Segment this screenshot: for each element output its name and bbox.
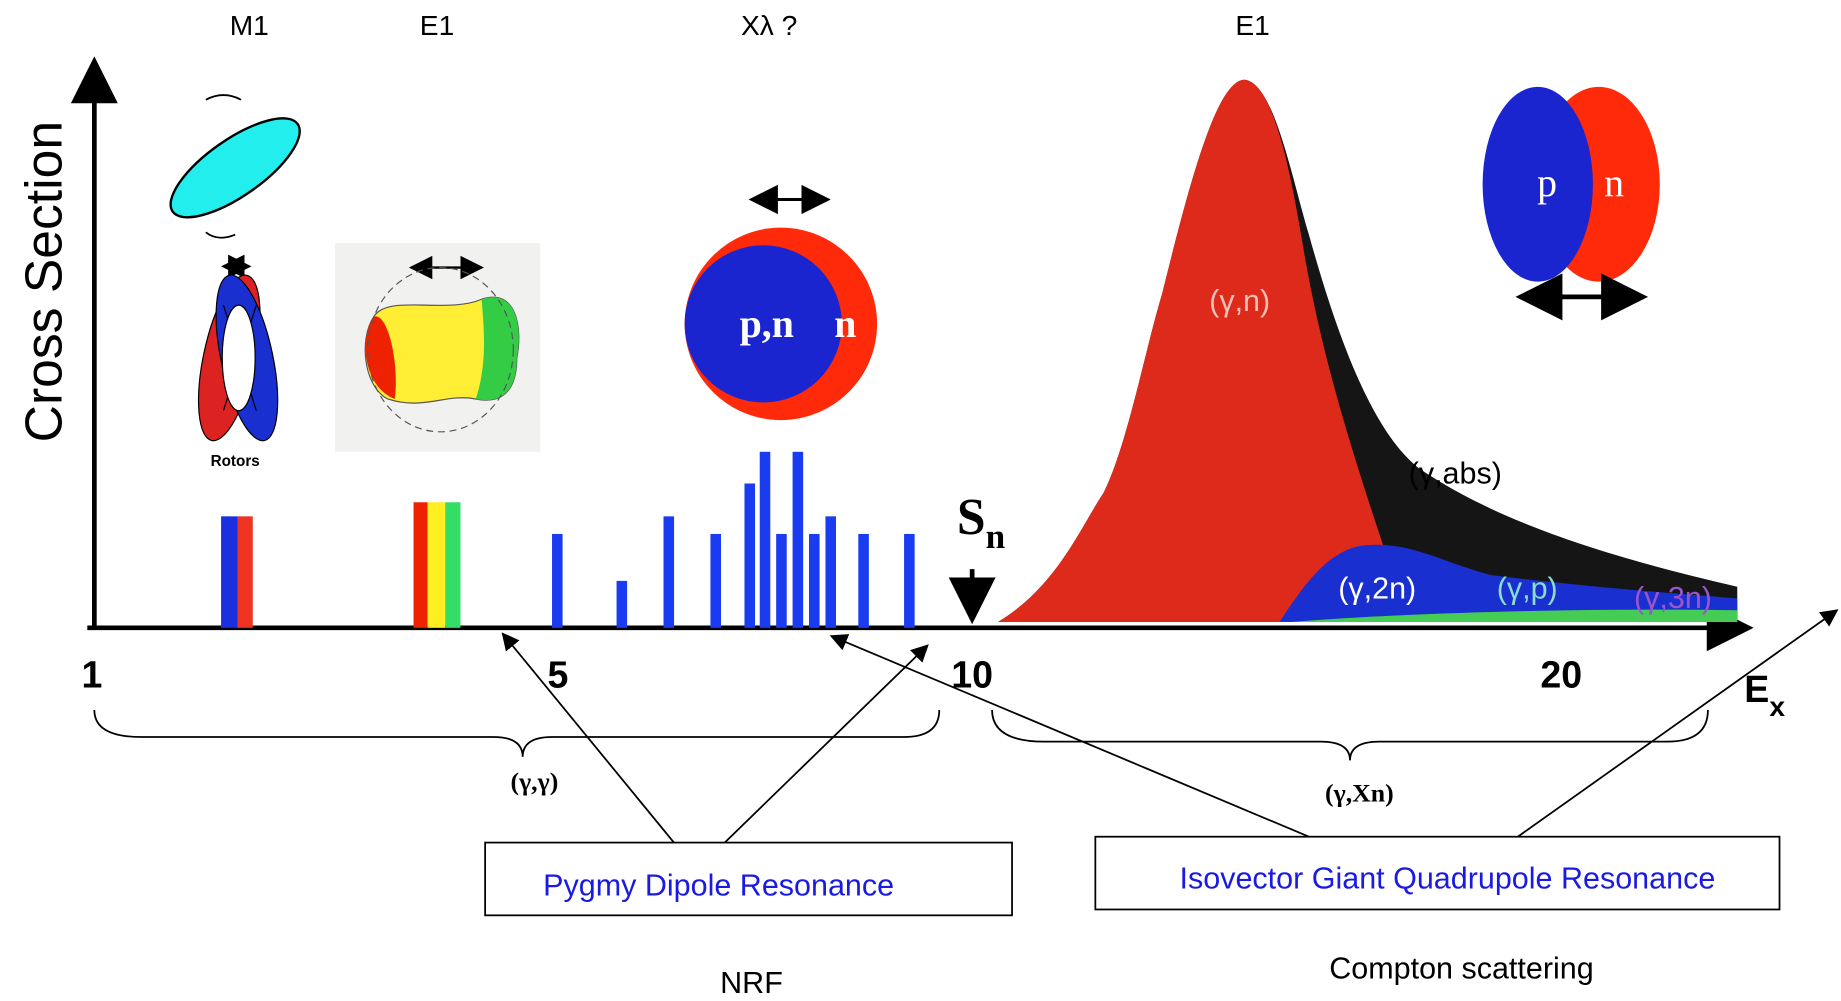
label: (γ,n) (1209, 284, 1270, 318)
gdr-labels: (γ,n) (γ,abs) (γ,2n) (γ,p) (γ,3n) (1209, 284, 1712, 615)
brace (991, 709, 1709, 761)
bar (792, 451, 804, 628)
method-label: NRF (720, 966, 783, 1000)
pn-label: p,n (740, 301, 794, 346)
threshold-main: S (957, 489, 986, 546)
gdr-shape: p n (1482, 86, 1660, 321)
label: (γ,2n) (1338, 571, 1416, 605)
label: (γ,3n) (1634, 581, 1712, 615)
bar (858, 533, 869, 628)
bar (237, 516, 253, 628)
x-axis-label: Ex (1744, 668, 1785, 722)
method-label: Compton scattering (1329, 952, 1593, 986)
rotors-label: Rotors (211, 453, 260, 470)
x-label-main: E (1744, 668, 1769, 710)
rotation-arrows (205, 94, 242, 239)
range-label: (γ,Xn) (1325, 779, 1394, 808)
bar (552, 533, 563, 628)
bar (759, 451, 771, 628)
bar (413, 502, 428, 628)
bar (221, 516, 238, 628)
brace (93, 709, 941, 757)
label: (γ,abs) (1409, 456, 1502, 490)
2n-region (1279, 544, 1738, 622)
threshold: Sn (957, 489, 1006, 556)
rotors-figure: Rotors (197, 254, 279, 470)
box-label: Isovector Giant Quadrupole Resonance (1180, 861, 1716, 895)
n-region (997, 79, 1397, 622)
bar (744, 483, 756, 628)
n-label: n (834, 301, 856, 346)
label: Xλ ? (741, 10, 797, 41)
tick: 1 (82, 654, 103, 696)
p-region (1291, 609, 1738, 622)
tick: 20 (1540, 654, 1582, 696)
m1-ellipse (169, 117, 301, 219)
bar (710, 533, 722, 628)
bar (663, 516, 675, 628)
gdr-peak: (γ,n) (γ,abs) (γ,2n) (γ,p) (γ,3n) (997, 79, 1738, 622)
bar (809, 533, 820, 628)
e1-shape (334, 242, 541, 452)
bar (445, 502, 461, 628)
p-label: p (1537, 160, 1557, 205)
bar (427, 502, 446, 628)
bar (825, 516, 837, 628)
range-label: (γ,γ) (511, 767, 559, 796)
y-axis-label: Cross Section (14, 121, 72, 442)
x-label-sub: x (1769, 691, 1785, 722)
pygmy-shape: p,n n (684, 184, 878, 421)
bar (616, 580, 628, 628)
multipolarity-labels: M1 E1 Xλ ? E1 (230, 10, 1270, 41)
box-label: Pygmy Dipole Resonance (543, 868, 894, 902)
box (484, 841, 1013, 917)
label: E1 (1235, 10, 1269, 41)
tick: 5 (547, 654, 568, 696)
bar (776, 533, 787, 628)
threshold-sub: n (986, 517, 1006, 556)
bars (221, 451, 915, 628)
pointers (501, 609, 1839, 850)
n-label: n (1604, 160, 1624, 205)
x-ticks: 1 5 10 20 (82, 654, 1583, 696)
label: (γ,p) (1497, 571, 1558, 605)
bar (904, 533, 915, 628)
box (1094, 835, 1781, 911)
label: E1 (420, 10, 454, 41)
label: M1 (230, 10, 269, 41)
